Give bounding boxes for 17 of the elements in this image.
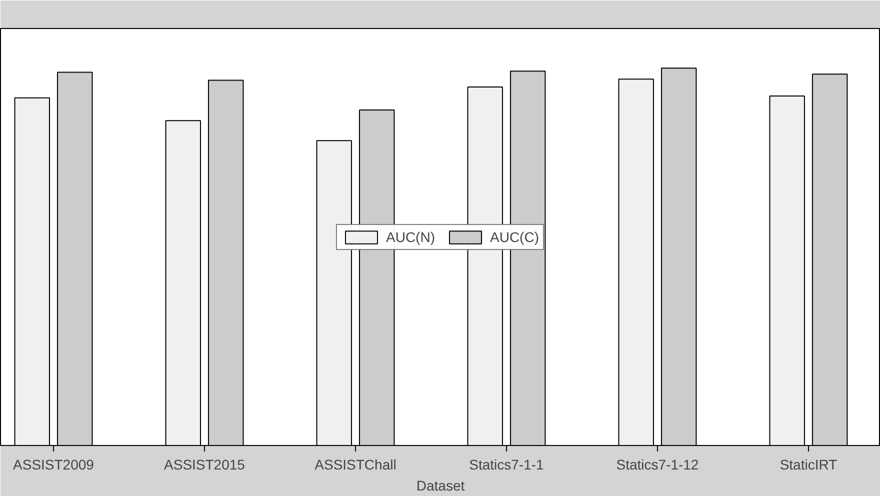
x-tick-label: Statics7-1-1 (469, 456, 544, 472)
x-tick-label: ASSISTChall (314, 456, 396, 472)
bar (618, 78, 654, 446)
bar (165, 120, 201, 446)
x-tick-label: Statics7-1-12 (616, 456, 699, 472)
bar (57, 72, 93, 446)
bar (812, 74, 848, 446)
bar (208, 80, 244, 446)
bar (14, 97, 50, 446)
x-axis-title: Dataset (416, 478, 465, 494)
legend-label: AUC(N) (386, 228, 435, 244)
bar (769, 96, 805, 446)
x-tick-label: ASSIST2015 (164, 456, 246, 472)
x-tick-label: StaticIRT (780, 456, 838, 472)
bar (660, 68, 697, 446)
legend-label: AUC(C) (490, 228, 539, 244)
x-tick-label: ASSIST2009 (13, 456, 94, 472)
